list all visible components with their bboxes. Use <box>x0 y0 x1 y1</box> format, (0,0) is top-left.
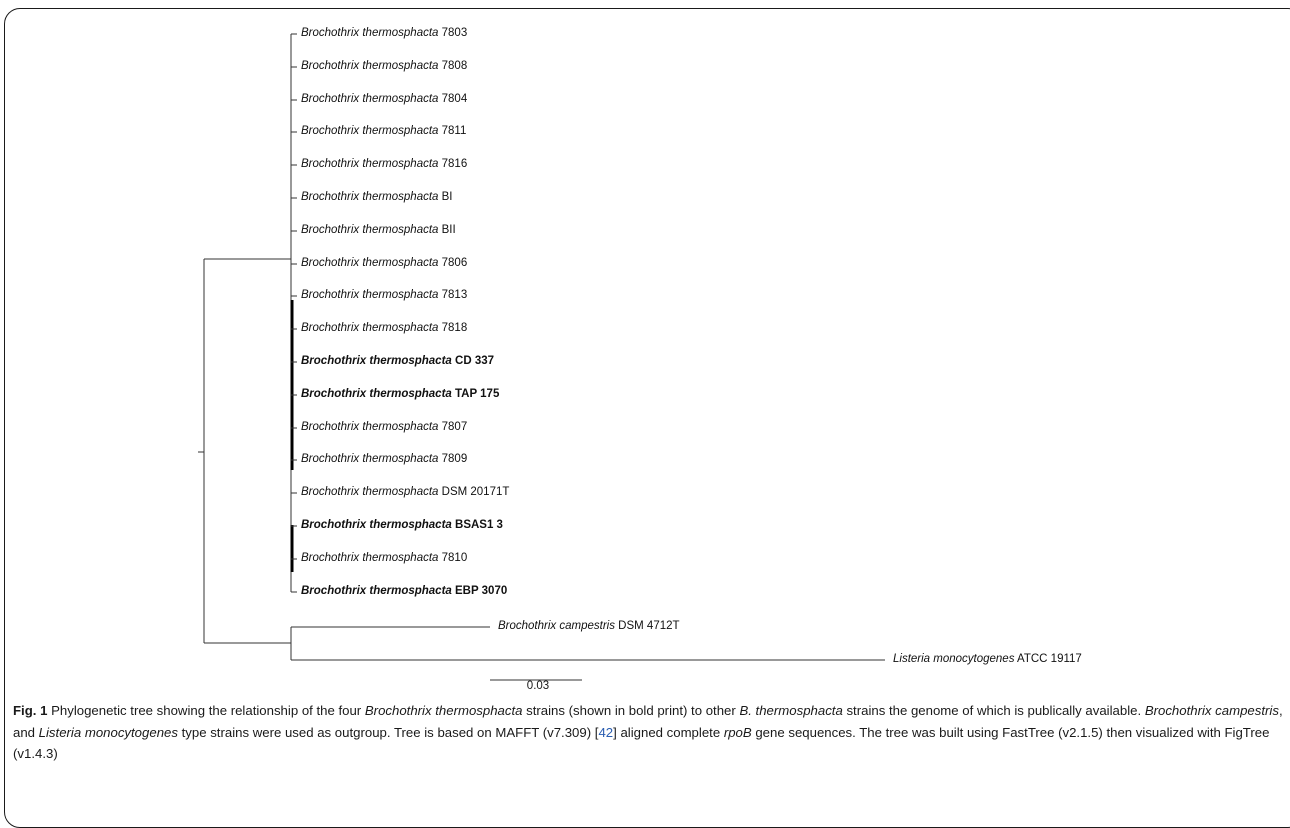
caption-fig-label: Fig. 1 <box>13 703 48 718</box>
caption-italic: B. thermosphacta <box>739 703 843 718</box>
leaf-strain: BSAS1 3 <box>455 519 503 531</box>
tree-leaf-label: Brochothrix thermosphacta TAP 175 <box>301 387 499 401</box>
leaf-species: Brochothrix thermosphacta <box>301 453 439 466</box>
leaf-species: Brochothrix thermosphacta <box>301 420 439 433</box>
tree-leaf-label: Brochothrix thermosphacta DSM 20171T <box>301 485 509 499</box>
leaf-species: Brochothrix thermosphacta <box>301 486 439 499</box>
figure-caption: Fig. 1 Phylogenetic tree showing the rel… <box>13 700 1283 765</box>
scale-bar-label: 0.03 <box>526 680 550 692</box>
tree-leaf-label: Brochothrix thermosphacta 7810 <box>301 551 467 565</box>
leaf-species: Brochothrix thermosphacta <box>301 322 439 335</box>
tree-leaf-label: Brochothrix thermosphacta 7818 <box>301 321 467 335</box>
leaf-species: Brochothrix thermosphacta <box>301 191 439 203</box>
leaf-strain: 7809 <box>441 453 468 466</box>
caption-text: , and <box>13 703 1283 740</box>
tree-leaf-label: Brochothrix thermosphacta 7811 <box>301 124 466 138</box>
tree-leaf-label: Brochothrix campestris DSM 4712T <box>498 619 680 633</box>
tree-leaf-label: Brochothrix thermosphacta 7809 <box>301 452 467 466</box>
tree-leaf-label: Brochothrix thermosphacta 7816 <box>301 157 467 171</box>
caption-text: gene sequences. The tree was built using… <box>13 724 1270 762</box>
leaf-strain: 7816 <box>441 158 468 171</box>
leaf-species: Brochothrix thermosphacta <box>301 59 439 72</box>
leaf-strain: 7818 <box>441 322 468 335</box>
leaf-species: Brochothrix thermosphacta <box>301 355 452 367</box>
tree-leaf-label: Brochothrix thermosphacta 7804 <box>301 92 467 106</box>
leaf-species: Brochothrix thermosphacta <box>301 223 439 236</box>
tree-leaf-label: Brochothrix thermosphacta 7813 <box>301 288 467 302</box>
phylogenetic-tree <box>198 33 885 681</box>
leaf-species: Brochothrix thermosphacta <box>301 289 439 302</box>
caption-text: strains the genome of which is publicall… <box>842 703 1145 718</box>
caption-text: strains (shown in bold print) to other <box>522 703 740 718</box>
caption-text: type strains were used as outgroup. Tree… <box>177 724 599 740</box>
caption-italic: Listeria monocytogenes <box>38 724 178 740</box>
leaf-strain: 7807 <box>441 420 468 433</box>
leaf-strain: 7811 <box>441 125 467 138</box>
tree-leaf-label: Brochothrix thermosphacta BI <box>301 190 453 204</box>
tree-leaf-label: Listeria monocytogenes ATCC 19117 <box>893 652 1082 666</box>
leaf-species: Listeria monocytogenes <box>893 653 1015 665</box>
tree-leaf-label: Brochothrix thermosphacta 7808 <box>301 59 467 73</box>
leaf-species: Brochothrix thermosphacta <box>301 27 439 39</box>
leaf-species: Brochothrix thermosphacta <box>301 584 452 597</box>
leaf-strain: ATCC 19117 <box>1017 653 1082 665</box>
leaf-species: Brochothrix thermosphacta <box>301 125 439 138</box>
leaf-species: Brochothrix thermosphacta <box>301 256 439 269</box>
leaf-strain: 7808 <box>441 59 468 72</box>
leaf-strain: BII <box>441 223 456 236</box>
leaf-strain: 7813 <box>441 289 468 302</box>
tree-leaf-label: Brochothrix thermosphacta BSAS1 3 <box>301 518 503 532</box>
leaf-strain: 7804 <box>441 92 468 105</box>
caption-reference-link[interactable]: 42 <box>598 724 614 740</box>
caption-text: ] aligned complete <box>613 724 724 740</box>
leaf-strain: TAP 175 <box>455 387 500 400</box>
leaf-species: Brochothrix thermosphacta <box>301 92 439 105</box>
caption-italic: Brochothrix thermosphacta <box>364 703 523 718</box>
caption-text: Phylogenetic tree showing the relationsh… <box>47 703 365 718</box>
leaf-species: Brochothrix thermosphacta <box>301 519 452 531</box>
leaf-strain: DSM 4712T <box>618 620 680 632</box>
leaf-strain: 7806 <box>441 256 468 269</box>
leaf-strain: DSM 20171T <box>441 486 510 499</box>
leaf-strain: CD 337 <box>455 355 495 367</box>
tree-leaf-label: Brochothrix thermosphacta 7803 <box>301 26 467 40</box>
tree-leaf-label: Brochothrix thermosphacta 7807 <box>301 420 467 434</box>
leaf-species: Brochothrix campestris <box>498 620 615 632</box>
tree-leaf-label: Brochothrix thermosphacta BII <box>301 223 456 237</box>
leaf-species: Brochothrix thermosphacta <box>301 387 452 400</box>
caption-italic: Brochothrix campestris <box>1144 703 1279 718</box>
leaf-strain: BI <box>441 191 453 203</box>
leaf-species: Brochothrix thermosphacta <box>301 551 439 564</box>
leaf-strain: 7810 <box>441 551 468 564</box>
leaf-species: Brochothrix thermosphacta <box>301 158 439 171</box>
tree-leaf-label: Brochothrix thermosphacta 7806 <box>301 256 467 270</box>
tree-leaf-label: Brochothrix thermosphacta EBP 3070 <box>301 584 507 598</box>
leaf-strain: EBP 3070 <box>455 584 508 597</box>
leaf-strain: 7803 <box>441 27 468 39</box>
tree-leaf-label: Brochothrix thermosphacta CD 337 <box>301 354 494 368</box>
caption-italic: rpoB <box>723 724 752 740</box>
